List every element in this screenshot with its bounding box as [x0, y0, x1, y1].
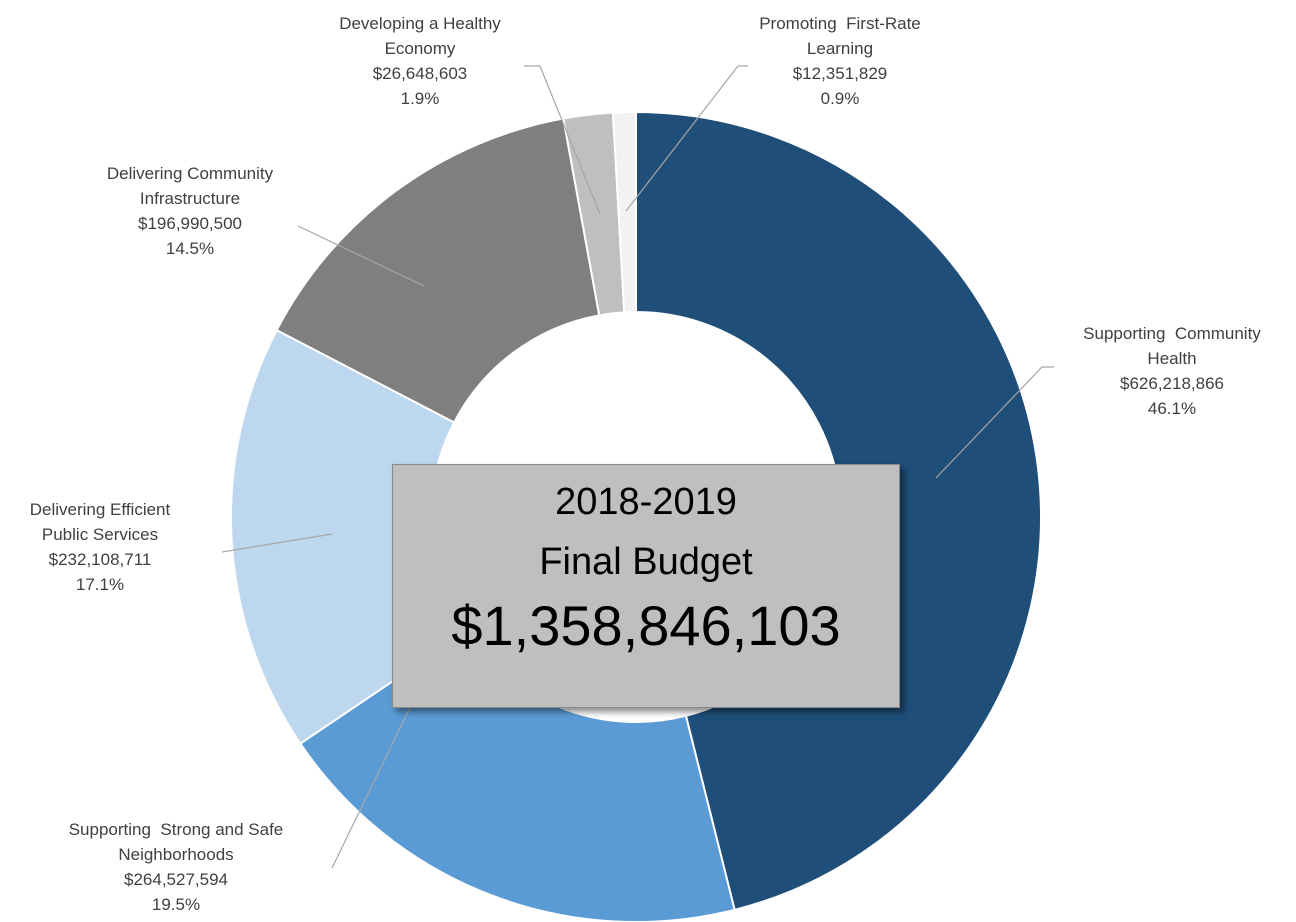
- data-label-delivering-efficient-public-services: Delivering Efficient Public Services $232,…: [30, 500, 171, 594]
- data-label-supporting-strong-and-safe-neighborhoods: Supporting Strong and Safe Neighborhoods $…: [69, 820, 284, 914]
- center-year: 2018-2019: [393, 481, 899, 524]
- data-label-promoting-first-rate-learning: Promoting First-Rate Learning $12,351,829 0…: [759, 14, 921, 108]
- data-label-supporting-community-health: Supporting Community Health $626,218,866 46…: [1083, 324, 1261, 418]
- center-total: $1,358,846,103: [393, 593, 899, 658]
- data-label-developing-a-healthy-economy: Developing a Healthy Economy $26,648,603 1.…: [339, 14, 501, 108]
- data-label-delivering-community-infrastructure: Delivering Community Infrastructure $196,9…: [107, 164, 274, 258]
- center-total-box: 2018-2019 Final Budget $1,358,846,103: [392, 464, 900, 708]
- center-subtitle: Final Budget: [393, 541, 899, 584]
